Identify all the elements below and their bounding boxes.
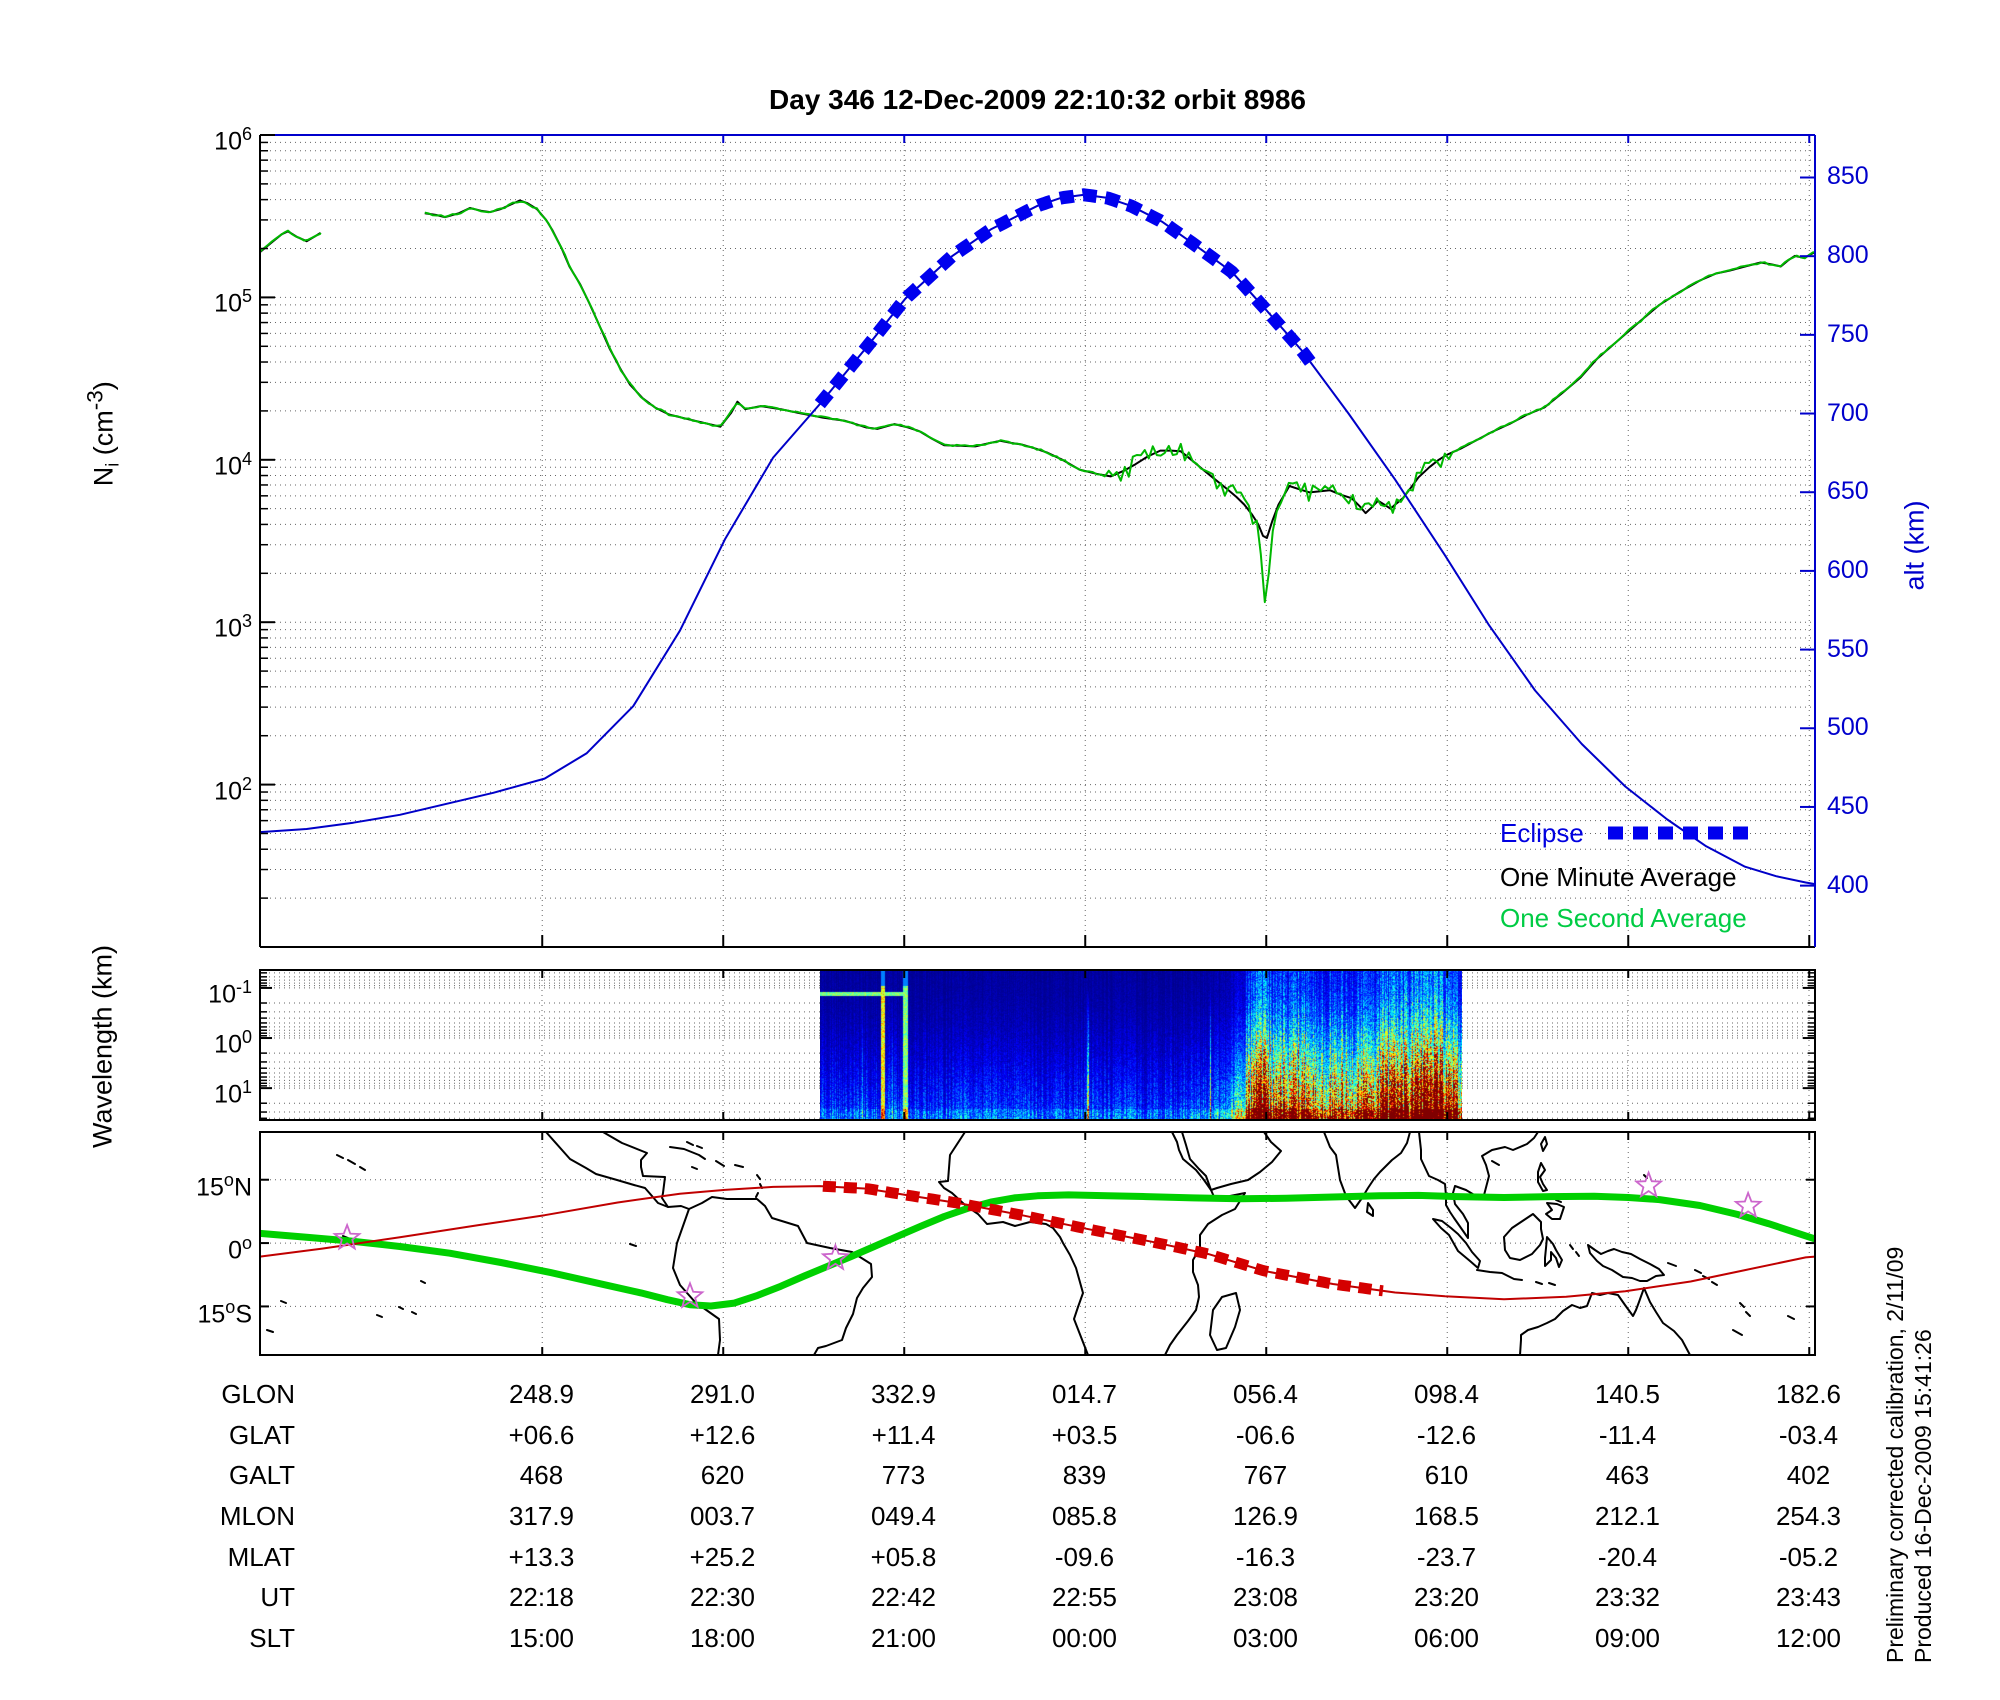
tick-label: 102 <box>214 773 252 805</box>
ground-station-star <box>332 1222 362 1251</box>
map-lat-tick-15s: 15oS <box>197 1297 252 1329</box>
legend-minute-label: One Minute Average <box>1500 862 1737 892</box>
legend-eclipse-label: Eclipse <box>1500 818 1584 848</box>
tick-label: 10-1 <box>208 976 252 1009</box>
ground-station-star <box>820 1242 851 1271</box>
tick-label: 103 <box>214 611 252 643</box>
ni-axis-label: Ni (cm-3) <box>82 381 123 487</box>
tick-label: 400 <box>1827 870 1869 899</box>
table-row: SLT 15:00 18:00 21:00 00:00 03:00 06:00 09:00 1… <box>160 1618 1899 1659</box>
map-lat-tick-15n: 15oN <box>196 1170 252 1202</box>
tick-label: 450 <box>1827 791 1869 820</box>
tick-label: 100 <box>214 1027 252 1059</box>
legend-second-label: One Second Average <box>1500 903 1747 933</box>
spectrogram-image <box>820 970 1462 1120</box>
row-label: UT <box>260 1582 295 1613</box>
row-label: SLT <box>249 1622 295 1653</box>
panel-frames <box>259 134 1816 1356</box>
table-row: MLAT +13.3 +25.2 +05.8 -09.6 -16.3 -23.7 -20.4… <box>160 1537 1899 1578</box>
tick-label: 105 <box>214 286 252 318</box>
table-row: GALT 468 620 773 839 767 610 463 402 <box>160 1455 1899 1496</box>
tick-label: 750 <box>1827 319 1869 348</box>
ground-station-star <box>675 1280 705 1309</box>
tick-label: 800 <box>1827 241 1869 270</box>
table-row: GLON 248.9 291.0 332.9 014.7 056.4 098.4 140.5… <box>160 1374 1899 1415</box>
gridlines <box>260 134 1815 1355</box>
wavelength-axis-label: Wavelength (km) <box>87 944 118 1149</box>
tick-label: 650 <box>1827 477 1869 506</box>
row-label: GLON <box>221 1378 295 1409</box>
tick-label: 600 <box>1827 555 1869 584</box>
tick-label: 500 <box>1827 713 1869 742</box>
row-label: GLAT <box>229 1419 295 1450</box>
tick-label: 104 <box>214 448 252 481</box>
note-produced: Produced 16-Dec-2009 15:41:26 <box>1910 1329 1936 1663</box>
data-curves <box>259 188 1817 1310</box>
tick-label: 101 <box>214 1077 252 1109</box>
table-row: UT 22:18 22:30 22:42 22:55 23:08 23:20 23:32 23… <box>160 1577 1899 1618</box>
alt-axis-label: alt (km) <box>1899 500 1930 591</box>
map-lat-tick-0: 0o <box>228 1233 252 1265</box>
ground-station-star <box>1633 1170 1664 1199</box>
tick-label: 850 <box>1827 162 1869 191</box>
row-label: MLON <box>219 1500 295 1531</box>
tick-label: 700 <box>1827 398 1869 427</box>
row-label: GALT <box>229 1460 295 1491</box>
ground-station-star <box>1733 1190 1763 1219</box>
row-label: MLAT <box>227 1541 295 1572</box>
table-row: GLAT +06.6 +12.6 +11.4 +03.5 -06.6 -12.6 -11.4… <box>160 1415 1899 1456</box>
ephemeris-table: GLON 248.9 291.0 332.9 014.7 056.4 098.4 140.5… <box>160 1374 1899 1659</box>
table-row: MLON 317.9 003.7 049.4 085.8 126.9 168.5 212.1… <box>160 1496 1899 1537</box>
tick-label: 106 <box>214 124 252 156</box>
page-title: Day 346 12-Dec-2009 22:10:32 orbit 8986 <box>768 84 1306 115</box>
tick-label: 550 <box>1827 634 1869 663</box>
